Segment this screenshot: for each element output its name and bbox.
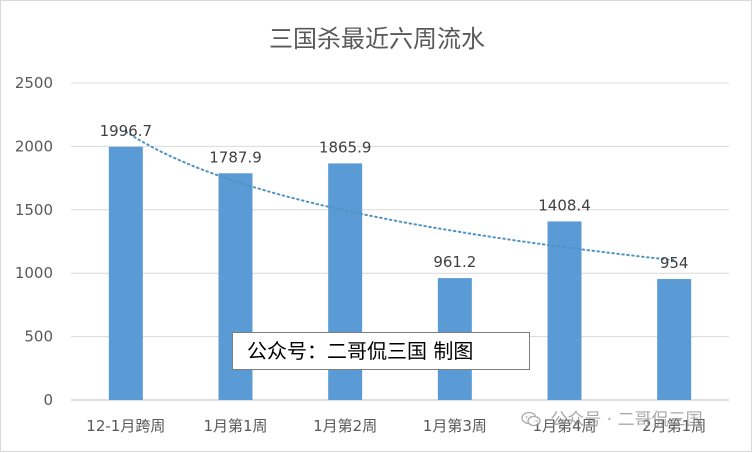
- bar: [657, 279, 692, 400]
- y-tick-label: 1000: [15, 264, 53, 282]
- x-tick-label: 1月第4周: [532, 417, 596, 435]
- y-axis: 0 500 1000 1500 2000 2500: [15, 74, 53, 409]
- data-label: 961.2: [433, 253, 476, 271]
- x-tick-label: 1月第2周: [313, 417, 377, 435]
- chart-title: 三国杀最近六周流水: [269, 25, 485, 53]
- gridlines: [71, 82, 729, 401]
- watermark: 公众号 · 二哥侃三国: [521, 405, 703, 430]
- y-tick-label: 2000: [15, 137, 53, 155]
- data-label: 1865.9: [319, 138, 372, 156]
- x-tick-label: 2月第1周: [642, 417, 706, 435]
- y-tick-label: 0: [43, 391, 53, 409]
- bar: [547, 221, 582, 400]
- x-tick-label: 1月第1周: [203, 417, 267, 435]
- annotation-text: 公众号：二哥侃三国 制图: [247, 339, 474, 363]
- data-label: 1787.9: [209, 148, 262, 166]
- x-tick-label: 1月第3周: [423, 417, 487, 435]
- data-label: 1408.4: [538, 196, 591, 214]
- x-axis: 12-1月跨周 1月第1周 1月第2周 1月第3周 1月第4周 2月第1周: [86, 417, 706, 435]
- trendline: [124, 130, 676, 262]
- y-tick-label: 2500: [15, 74, 53, 92]
- data-label: 954: [660, 254, 689, 272]
- trendline-path: [124, 130, 676, 262]
- x-tick-label: 12-1月跨周: [86, 417, 165, 435]
- y-tick-label: 500: [24, 328, 53, 346]
- data-labels: 1996.7 1787.9 1865.9 961.2 1408.4 954: [100, 122, 689, 272]
- watermark-text: 公众号 · 二哥侃三国: [550, 410, 703, 430]
- wechat-icon: [521, 411, 541, 427]
- bar: [108, 146, 143, 400]
- annotation-box: 公众号：二哥侃三国 制图: [232, 332, 530, 370]
- y-tick-label: 1500: [15, 201, 53, 219]
- data-label: 1996.7: [100, 122, 153, 140]
